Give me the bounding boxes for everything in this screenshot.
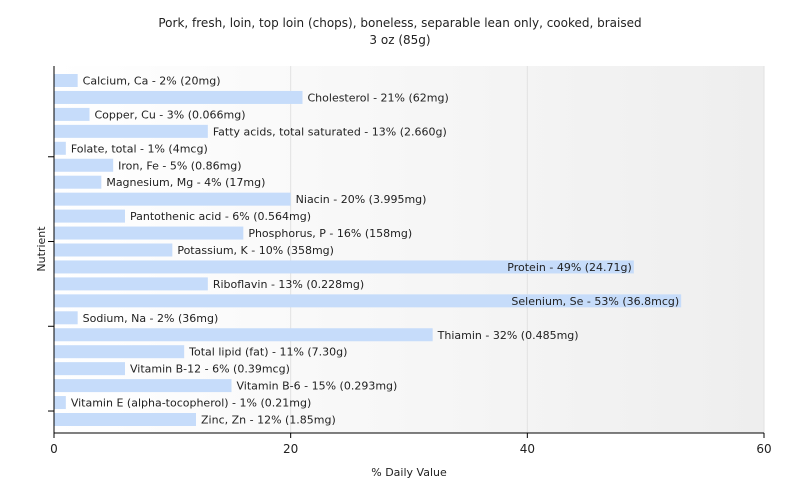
bar-label: Phosphorus, P - 16% (158mg) [248,227,412,240]
bar-label: Vitamin E (alpha-tocopherol) - 1% (0.21m… [71,397,311,410]
bar-label: Vitamin B-12 - 6% (0.39mcg) [130,363,290,376]
bar-label: Total lipid (fat) - 11% (7.30g) [188,346,347,359]
chart-subtitle: 3 oz (85g) [369,33,430,47]
bar [54,413,196,426]
bar [54,396,66,410]
bar [54,362,125,376]
bar [54,328,433,342]
bar-label: Iron, Fe - 5% (0.86mg) [118,159,241,172]
bar-label: Niacin - 20% (3.995mg) [296,193,427,206]
bar [54,192,291,206]
bar [54,107,90,121]
bar-label: Selenium, Se - 53% (36.8mcg) [511,295,679,308]
bar [54,226,244,240]
bar [54,158,114,172]
bar [54,175,102,189]
bar-label: Potassium, K - 10% (358mg) [177,244,334,257]
bar-label: Zinc, Zn - 12% (1.85mg) [201,414,336,427]
x-tick-label: 60 [756,442,771,456]
bar [54,209,125,223]
bar-label: Cholesterol - 21% (62mg) [308,91,449,104]
bar [54,294,682,308]
bar-label: Magnesium, Mg - 4% (17mg) [106,176,265,189]
tick-labels: 0 20 40 60 [50,442,771,456]
grid-lines [290,66,765,433]
bar-label: Sodium, Na - 2% (36mg) [83,312,219,325]
x-tick-label: 0 [50,442,58,456]
bar-label: Riboflavin - 13% (0.228mg) [213,278,364,291]
bar [54,124,208,138]
y-axis-label: Nutrient [35,226,48,272]
bar-label: Thiamin - 32% (0.485mg) [437,329,579,342]
bar [54,243,173,257]
x-tick-label: 20 [283,442,298,456]
bar-label: Protein - 49% (24.71g) [507,261,632,274]
bar [54,311,78,325]
bar [54,277,208,291]
bar [54,260,634,274]
bar-label: Folate, total - 1% (4mcg) [71,142,208,155]
bar-label: Fatty acids, total saturated - 13% (2.66… [213,125,447,138]
axes [48,66,765,438]
bar [54,345,185,359]
bar [54,74,78,87]
x-axis-label: % Daily Value [371,466,447,479]
bar [54,90,303,104]
bar [54,379,232,393]
chart-title: Pork, fresh, loin, top loin (chops), bon… [158,16,641,30]
bar [54,141,66,155]
bar-label: Copper, Cu - 3% (0.066mg) [95,108,246,121]
bar-label: Pantothenic acid - 6% (0.564mg) [130,210,311,223]
bar-label: Vitamin B-6 - 15% (0.293mg) [237,380,398,393]
x-tick-label: 40 [520,442,535,456]
bars: Calcium, Ca - 2% (20mg) Cholesterol - 21%… [54,74,682,427]
bar-label: Calcium, Ca - 2% (20mg) [83,75,221,88]
